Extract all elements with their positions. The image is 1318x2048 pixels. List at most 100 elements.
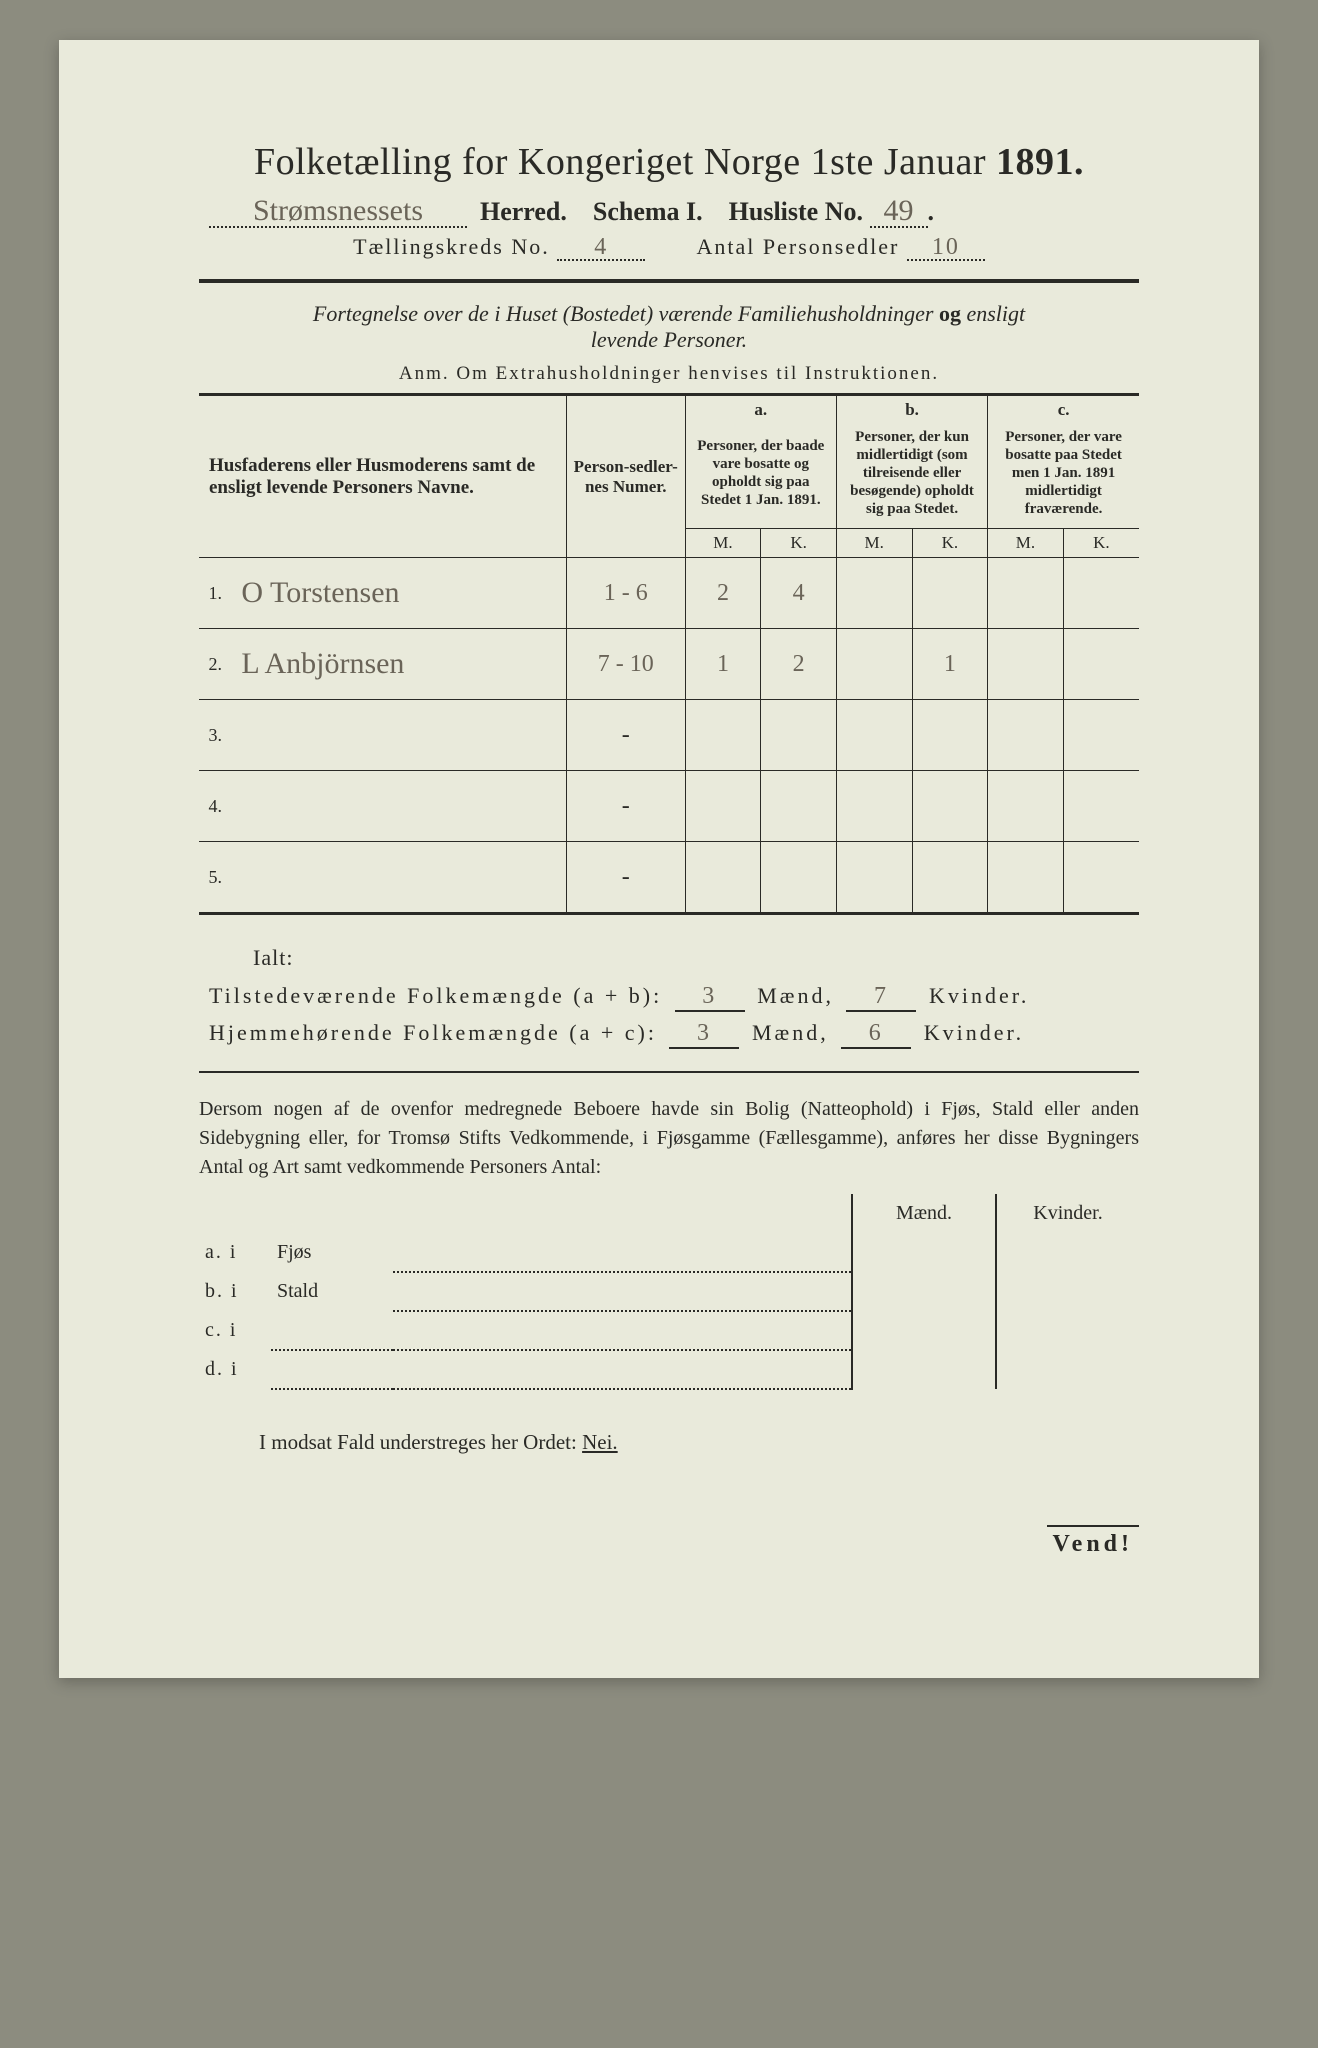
sum2-maend: 3 xyxy=(693,1020,716,1046)
herred-value: Strømsnessets xyxy=(209,196,467,228)
title-year: 1891. xyxy=(996,141,1084,183)
divider xyxy=(199,1071,1139,1073)
side-building-para: Dersom nogen af de ovenfor medregnede Be… xyxy=(199,1095,1139,1182)
side-row: d. i xyxy=(199,1350,1139,1389)
col-a: Personer, der baade vare bosatte og opho… xyxy=(685,424,836,529)
sum-row-present: Tilstedeværende Folkemængde (a + b): 3 M… xyxy=(209,983,1139,1012)
modsat-line: I modsat Fald understreges her Ordet: Ne… xyxy=(259,1430,1139,1455)
row-cK xyxy=(1063,842,1139,914)
sum2-maend-label: Mænd, xyxy=(752,1020,829,1045)
intro-b: og xyxy=(939,301,961,326)
sum2-lead: Hjemmehørende Folkemængde (a + c): xyxy=(209,1020,657,1046)
table-row: 1. O Torstensen 1 - 6 2 4 xyxy=(199,558,1139,629)
row-name xyxy=(237,718,245,751)
census-form-page: Folketælling for Kongeriget Norge 1ste J… xyxy=(59,40,1259,1678)
row-numer: - xyxy=(566,771,685,842)
side-maend xyxy=(852,1272,996,1311)
row-cK xyxy=(1063,700,1139,771)
row-cK xyxy=(1097,580,1105,606)
table-row: 3. - xyxy=(199,700,1139,771)
herred-label: Herred. xyxy=(480,197,567,226)
side-word xyxy=(271,1350,393,1389)
modsat-text: I modsat Fald understreges her Ordet: xyxy=(259,1430,582,1454)
row-cM xyxy=(1021,651,1029,677)
row-bK xyxy=(946,580,954,606)
row-bM xyxy=(836,771,912,842)
row-bK xyxy=(912,700,988,771)
table-row: 2. L Anbjörnsen 7 - 10 1 2 1 xyxy=(199,629,1139,700)
schema-label: Schema I. xyxy=(593,197,703,226)
husliste-label: Husliste No. xyxy=(729,197,863,226)
row-cM xyxy=(988,700,1064,771)
col-names-text: Husfaderens eller Husmoderens samt de en… xyxy=(209,455,535,498)
census-table: Husfaderens eller Husmoderens samt de en… xyxy=(199,393,1139,915)
row-name xyxy=(237,860,245,893)
sum-row-resident: Hjemmehørende Folkemængde (a + c): 3 Mæn… xyxy=(209,1020,1139,1049)
row-numer: 1 - 6 xyxy=(600,580,652,606)
intro-text: Fortegnelse over de i Huset (Bostedet) v… xyxy=(199,301,1139,353)
side-row: b. i Stald xyxy=(199,1272,1139,1311)
side-label: d. i xyxy=(199,1350,271,1389)
modsat-nei: Nei. xyxy=(582,1430,618,1454)
side-head-maend: Mænd. xyxy=(852,1194,996,1233)
row-bK: 1 xyxy=(940,651,960,677)
kreds-value: 4 xyxy=(557,235,645,261)
sum1-maend: 3 xyxy=(698,983,721,1009)
antal-label: Antal Personsedler xyxy=(697,234,900,259)
side-dots xyxy=(393,1233,852,1272)
row-bM xyxy=(870,580,878,606)
row-bK xyxy=(912,842,988,914)
row-idx: 2. xyxy=(199,629,231,700)
col-a-tag: a. xyxy=(685,395,836,425)
col-c-tag: c. xyxy=(988,395,1139,425)
row-numer: - xyxy=(566,842,685,914)
side-word: Stald xyxy=(271,1272,393,1311)
table-row: 4. - xyxy=(199,771,1139,842)
side-dots xyxy=(393,1272,852,1311)
col-a-m: M. xyxy=(685,529,761,558)
row-bM xyxy=(870,651,878,677)
row-aK xyxy=(761,842,837,914)
divider xyxy=(199,279,1139,283)
row-aM: 2 xyxy=(713,580,733,606)
sum2-kvinder-label: Kvinder. xyxy=(924,1020,1024,1045)
row-aM xyxy=(685,771,761,842)
side-row: c. i xyxy=(199,1311,1139,1350)
header-line-2: Strømsnessets Herred. Schema I. Husliste… xyxy=(209,196,1139,228)
ialt-label: Ialt: xyxy=(253,945,1139,971)
row-name: O Torstensen xyxy=(237,576,403,609)
row-cM xyxy=(988,771,1064,842)
row-name xyxy=(237,789,245,822)
row-idx: 4. xyxy=(199,771,231,842)
sum1-kvinder-label: Kvinder. xyxy=(929,983,1029,1008)
row-idx: 1. xyxy=(199,558,231,629)
row-numer: - xyxy=(566,700,685,771)
row-cM xyxy=(988,842,1064,914)
side-kvinder xyxy=(996,1311,1139,1350)
sum2-kvinder: 6 xyxy=(865,1020,888,1046)
col-b: Personer, der kun midlertidigt (som tilr… xyxy=(836,424,987,529)
kreds-label: Tællingskreds No. xyxy=(353,234,550,259)
row-bK xyxy=(912,771,988,842)
col-b-tag: b. xyxy=(836,395,987,425)
row-name: L Anbjörnsen xyxy=(237,647,408,680)
side-kvinder xyxy=(996,1233,1139,1272)
row-cK xyxy=(1063,771,1139,842)
row-cK xyxy=(1097,651,1105,677)
side-label: b. i xyxy=(199,1272,271,1311)
col-b-k: K. xyxy=(912,529,988,558)
row-aM xyxy=(685,700,761,771)
row-idx: 5. xyxy=(199,842,231,914)
row-aM: 1 xyxy=(713,651,733,677)
intro-d: levende Personer. xyxy=(591,327,747,352)
row-numer: 7 - 10 xyxy=(594,651,658,677)
row-aK xyxy=(761,771,837,842)
page-title: Folketælling for Kongeriget Norge 1ste J… xyxy=(199,140,1139,184)
antal-value: 10 xyxy=(907,235,985,261)
col-names: Husfaderens eller Husmoderens samt de en… xyxy=(199,395,566,558)
col-c: Personer, der vare bosatte paa Stedet me… xyxy=(988,424,1139,529)
row-cM xyxy=(1021,580,1029,606)
side-kvinder xyxy=(996,1350,1139,1389)
side-maend xyxy=(852,1233,996,1272)
sum1-maend-label: Mænd, xyxy=(757,983,834,1008)
